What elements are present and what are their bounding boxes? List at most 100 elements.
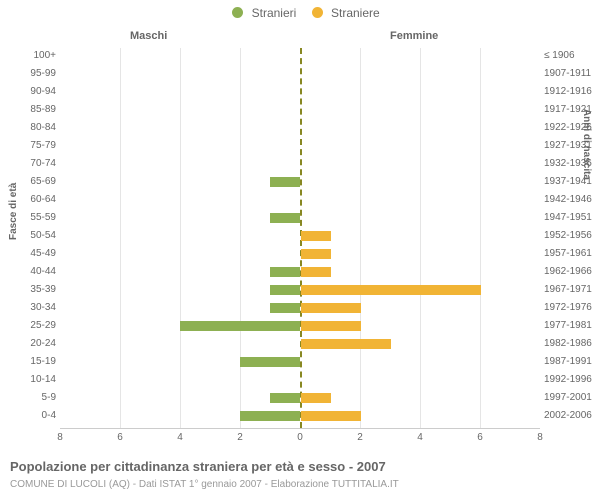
y-label-age: 90-94 bbox=[0, 86, 56, 98]
y-label-age: 60-64 bbox=[0, 194, 56, 206]
y-label-birth: 1952-1956 bbox=[544, 230, 600, 242]
y-label-birth: 1942-1946 bbox=[544, 194, 600, 206]
x-tick-label: 2 bbox=[230, 432, 250, 443]
age-row bbox=[60, 122, 540, 134]
bar-male bbox=[270, 177, 300, 187]
x-tick-label: 8 bbox=[530, 432, 550, 443]
x-tick-label: 6 bbox=[470, 432, 490, 443]
bar-female bbox=[301, 321, 361, 331]
age-row bbox=[60, 158, 540, 170]
y-label-age: 0-4 bbox=[0, 410, 56, 422]
age-row bbox=[60, 104, 540, 116]
y-label-birth: 1912-1916 bbox=[544, 86, 600, 98]
bar-female bbox=[301, 393, 331, 403]
bar-female bbox=[301, 231, 331, 241]
age-row bbox=[60, 248, 540, 260]
y-label-age: 75-79 bbox=[0, 140, 56, 152]
y-label-age: 40-44 bbox=[0, 266, 56, 278]
x-tick-label: 2 bbox=[350, 432, 370, 443]
age-row bbox=[60, 230, 540, 242]
bar-male bbox=[240, 357, 300, 367]
chart-title: Popolazione per cittadinanza straniera p… bbox=[10, 459, 386, 474]
y-label-age: 20-24 bbox=[0, 338, 56, 350]
y-label-age: 55-59 bbox=[0, 212, 56, 224]
age-row bbox=[60, 320, 540, 332]
column-title-male: Maschi bbox=[130, 30, 167, 42]
chart-container: Stranieri Straniere Maschi Femmine Fasce… bbox=[0, 0, 600, 500]
y-label-birth: 1962-1966 bbox=[544, 266, 600, 278]
y-label-age: 50-54 bbox=[0, 230, 56, 242]
y-label-age: 25-29 bbox=[0, 320, 56, 332]
y-label-age: 100+ bbox=[0, 50, 56, 62]
bar-male bbox=[270, 393, 300, 403]
age-row bbox=[60, 68, 540, 80]
y-label-birth: ≤ 1906 bbox=[544, 50, 600, 62]
legend-label-female: Straniere bbox=[331, 6, 380, 20]
bar-female bbox=[301, 249, 331, 259]
y-label-birth: 1957-1961 bbox=[544, 248, 600, 260]
age-row bbox=[60, 266, 540, 278]
chart-subtitle: COMUNE DI LUCOLI (AQ) - Dati ISTAT 1° ge… bbox=[10, 479, 399, 490]
age-row bbox=[60, 194, 540, 206]
bar-female bbox=[301, 411, 361, 421]
y-label-age: 30-34 bbox=[0, 302, 56, 314]
age-row bbox=[60, 176, 540, 188]
x-tick-label: 4 bbox=[170, 432, 190, 443]
y-label-birth: 2002-2006 bbox=[544, 410, 600, 422]
y-label-birth: 1947-1951 bbox=[544, 212, 600, 224]
x-tick-label: 8 bbox=[50, 432, 70, 443]
legend-swatch-female bbox=[312, 7, 323, 18]
age-row bbox=[60, 212, 540, 224]
age-row bbox=[60, 410, 540, 422]
age-row bbox=[60, 302, 540, 314]
y-label-age: 95-99 bbox=[0, 68, 56, 80]
bar-male bbox=[270, 213, 300, 223]
y-label-age: 5-9 bbox=[0, 392, 56, 404]
age-row bbox=[60, 356, 540, 368]
column-title-female: Femmine bbox=[390, 30, 438, 42]
y-label-birth: 1917-1921 bbox=[544, 104, 600, 116]
y-label-birth: 1987-1991 bbox=[544, 356, 600, 368]
legend: Stranieri Straniere bbox=[0, 6, 600, 20]
y-label-birth: 1997-2001 bbox=[544, 392, 600, 404]
bar-male bbox=[180, 321, 300, 331]
legend-swatch-male bbox=[232, 7, 243, 18]
age-row bbox=[60, 392, 540, 404]
y-label-birth: 1982-1986 bbox=[544, 338, 600, 350]
bar-male bbox=[270, 303, 300, 313]
y-label-birth: 1937-1941 bbox=[544, 176, 600, 188]
age-row bbox=[60, 50, 540, 62]
y-label-birth: 1927-1931 bbox=[544, 140, 600, 152]
age-row bbox=[60, 284, 540, 296]
y-label-age: 80-84 bbox=[0, 122, 56, 134]
age-row bbox=[60, 374, 540, 386]
y-label-birth: 1992-1996 bbox=[544, 374, 600, 386]
bar-female bbox=[301, 303, 361, 313]
y-label-age: 85-89 bbox=[0, 104, 56, 116]
y-label-age: 15-19 bbox=[0, 356, 56, 368]
y-label-birth: 1907-1911 bbox=[544, 68, 600, 80]
bar-female bbox=[301, 267, 331, 277]
x-axis-line bbox=[60, 428, 540, 429]
age-row bbox=[60, 86, 540, 98]
y-label-birth: 1972-1976 bbox=[544, 302, 600, 314]
y-label-age: 35-39 bbox=[0, 284, 56, 296]
bar-female bbox=[301, 285, 481, 295]
bar-male bbox=[240, 411, 300, 421]
x-tick-label: 6 bbox=[110, 432, 130, 443]
x-tick-label: 4 bbox=[410, 432, 430, 443]
x-tick-label: 0 bbox=[290, 432, 310, 443]
y-label-birth: 1967-1971 bbox=[544, 284, 600, 296]
plot-area: 864202468 bbox=[60, 48, 540, 428]
bar-male bbox=[270, 285, 300, 295]
bar-female bbox=[301, 339, 391, 349]
y-label-age: 10-14 bbox=[0, 374, 56, 386]
y-label-age: 70-74 bbox=[0, 158, 56, 170]
legend-label-male: Stranieri bbox=[252, 6, 297, 20]
age-row bbox=[60, 338, 540, 350]
y-label-age: 45-49 bbox=[0, 248, 56, 260]
y-label-birth: 1977-1981 bbox=[544, 320, 600, 332]
y-label-birth: 1922-1926 bbox=[544, 122, 600, 134]
y-label-birth: 1932-1936 bbox=[544, 158, 600, 170]
age-row bbox=[60, 140, 540, 152]
